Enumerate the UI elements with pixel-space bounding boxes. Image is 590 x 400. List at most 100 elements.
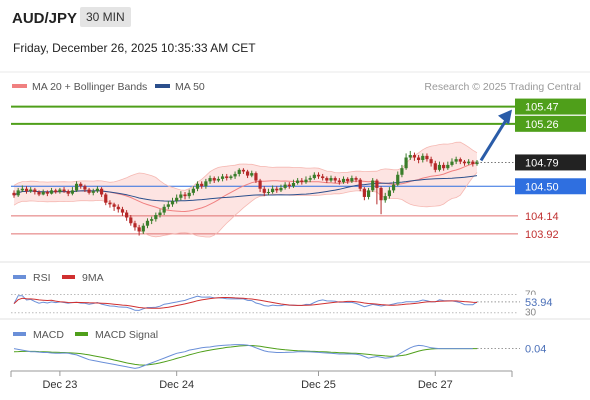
candle-body	[166, 204, 170, 207]
candle-body	[425, 155, 429, 160]
legend-swatch-rsi-ma	[62, 275, 75, 279]
candle-body	[104, 194, 108, 203]
projection-arrow	[479, 117, 509, 162]
candle-body	[141, 225, 145, 232]
rsi-value-label: 53.94	[525, 297, 553, 309]
rsi-value-bg	[520, 294, 560, 308]
candle-body	[304, 179, 308, 183]
x-tick-label: Dec 27	[418, 379, 453, 391]
candle-body	[158, 212, 162, 216]
candle-body	[337, 180, 341, 183]
candle-body	[245, 171, 250, 176]
candle-body	[375, 180, 379, 188]
candle-body	[95, 188, 100, 192]
candle-body	[29, 189, 33, 192]
candle-body	[400, 168, 404, 175]
candle-body	[108, 202, 112, 205]
candle-body	[333, 178, 337, 181]
candle-body	[200, 183, 204, 187]
candle-body	[433, 163, 437, 170]
chart-header: AUD/JPY 30 MIN	[0, 0, 590, 36]
last-price-box	[515, 154, 586, 171]
resistance-level-label: 105.47	[525, 102, 559, 114]
candle-body	[341, 178, 346, 183]
candle-body	[229, 176, 233, 179]
candle-body	[262, 188, 266, 193]
candle-body	[358, 179, 362, 189]
candle-body	[125, 212, 129, 218]
pivot-level-label: 104.50	[525, 181, 559, 193]
candle-body	[212, 178, 216, 181]
candle-body	[225, 176, 229, 179]
legend-label-macd-signal: MACD Signal	[95, 329, 158, 341]
candle-body	[137, 227, 141, 232]
candle-body	[16, 190, 20, 196]
candle-body	[74, 183, 79, 191]
candle-body	[462, 161, 467, 164]
candle-body	[371, 180, 375, 191]
candle-body	[99, 188, 104, 195]
candle-body	[350, 178, 354, 182]
candle-body	[387, 190, 392, 197]
candle-body	[129, 217, 133, 224]
candle-body	[287, 184, 291, 187]
bollinger-upper-line	[13, 141, 478, 191]
candle-body	[220, 176, 225, 179]
support-level-label: 103.92	[525, 229, 559, 241]
candle-body	[283, 184, 287, 188]
legend-swatch-macd	[13, 332, 26, 336]
resistance-level-label: 105.26	[525, 119, 559, 131]
candle-body	[233, 173, 237, 177]
candle-body	[296, 180, 300, 183]
candle-body	[49, 190, 54, 194]
candle-body	[321, 176, 325, 179]
candle-body	[396, 174, 400, 185]
candle-body	[354, 178, 358, 180]
timeframe-button[interactable]: 30 MIN	[80, 7, 131, 27]
candle-body	[250, 173, 254, 176]
candle-body	[454, 159, 458, 162]
legend-swatch-macd-signal	[75, 332, 88, 336]
candle-body	[116, 206, 120, 210]
candle-body	[412, 155, 417, 158]
candle-body	[366, 190, 371, 197]
research-credit: Research © 2025 Trading Central	[424, 81, 581, 93]
legend-swatch-rsi	[13, 275, 26, 279]
candle-body	[421, 155, 425, 160]
candle-body	[150, 219, 154, 221]
candle-body	[58, 189, 62, 193]
candle-body	[33, 189, 37, 193]
candle-body	[208, 178, 212, 182]
candle-body	[87, 189, 91, 193]
candle-body	[91, 191, 95, 193]
candle-body	[266, 192, 271, 194]
candle-body	[120, 209, 125, 213]
candle-body	[362, 188, 366, 197]
legend-label-ma50: MA 50	[175, 81, 205, 93]
candle-body	[20, 188, 24, 191]
candle-body	[275, 188, 279, 191]
candle-body	[187, 192, 191, 197]
candle-body	[183, 194, 187, 197]
candle-body	[195, 183, 200, 189]
projection-arrow-head	[498, 109, 512, 125]
candle-body	[145, 220, 150, 226]
candle-body	[316, 174, 321, 177]
candle-body	[24, 188, 29, 192]
candle-body	[216, 178, 220, 181]
candle-body	[391, 184, 396, 191]
candle-body	[446, 164, 450, 169]
candle-body	[442, 164, 446, 169]
legend-label-rsi: RSI	[33, 272, 51, 284]
x-tick-label: Dec 23	[42, 379, 77, 391]
candle-body	[291, 182, 296, 187]
candle-body	[417, 157, 421, 160]
candle-body	[45, 192, 49, 194]
candle-body	[408, 155, 412, 158]
macd-value-label: 0.04	[525, 344, 546, 356]
candle-body	[179, 194, 183, 198]
candle-body	[429, 159, 433, 164]
candle-body	[325, 178, 329, 181]
resistance-label-box	[515, 98, 586, 115]
